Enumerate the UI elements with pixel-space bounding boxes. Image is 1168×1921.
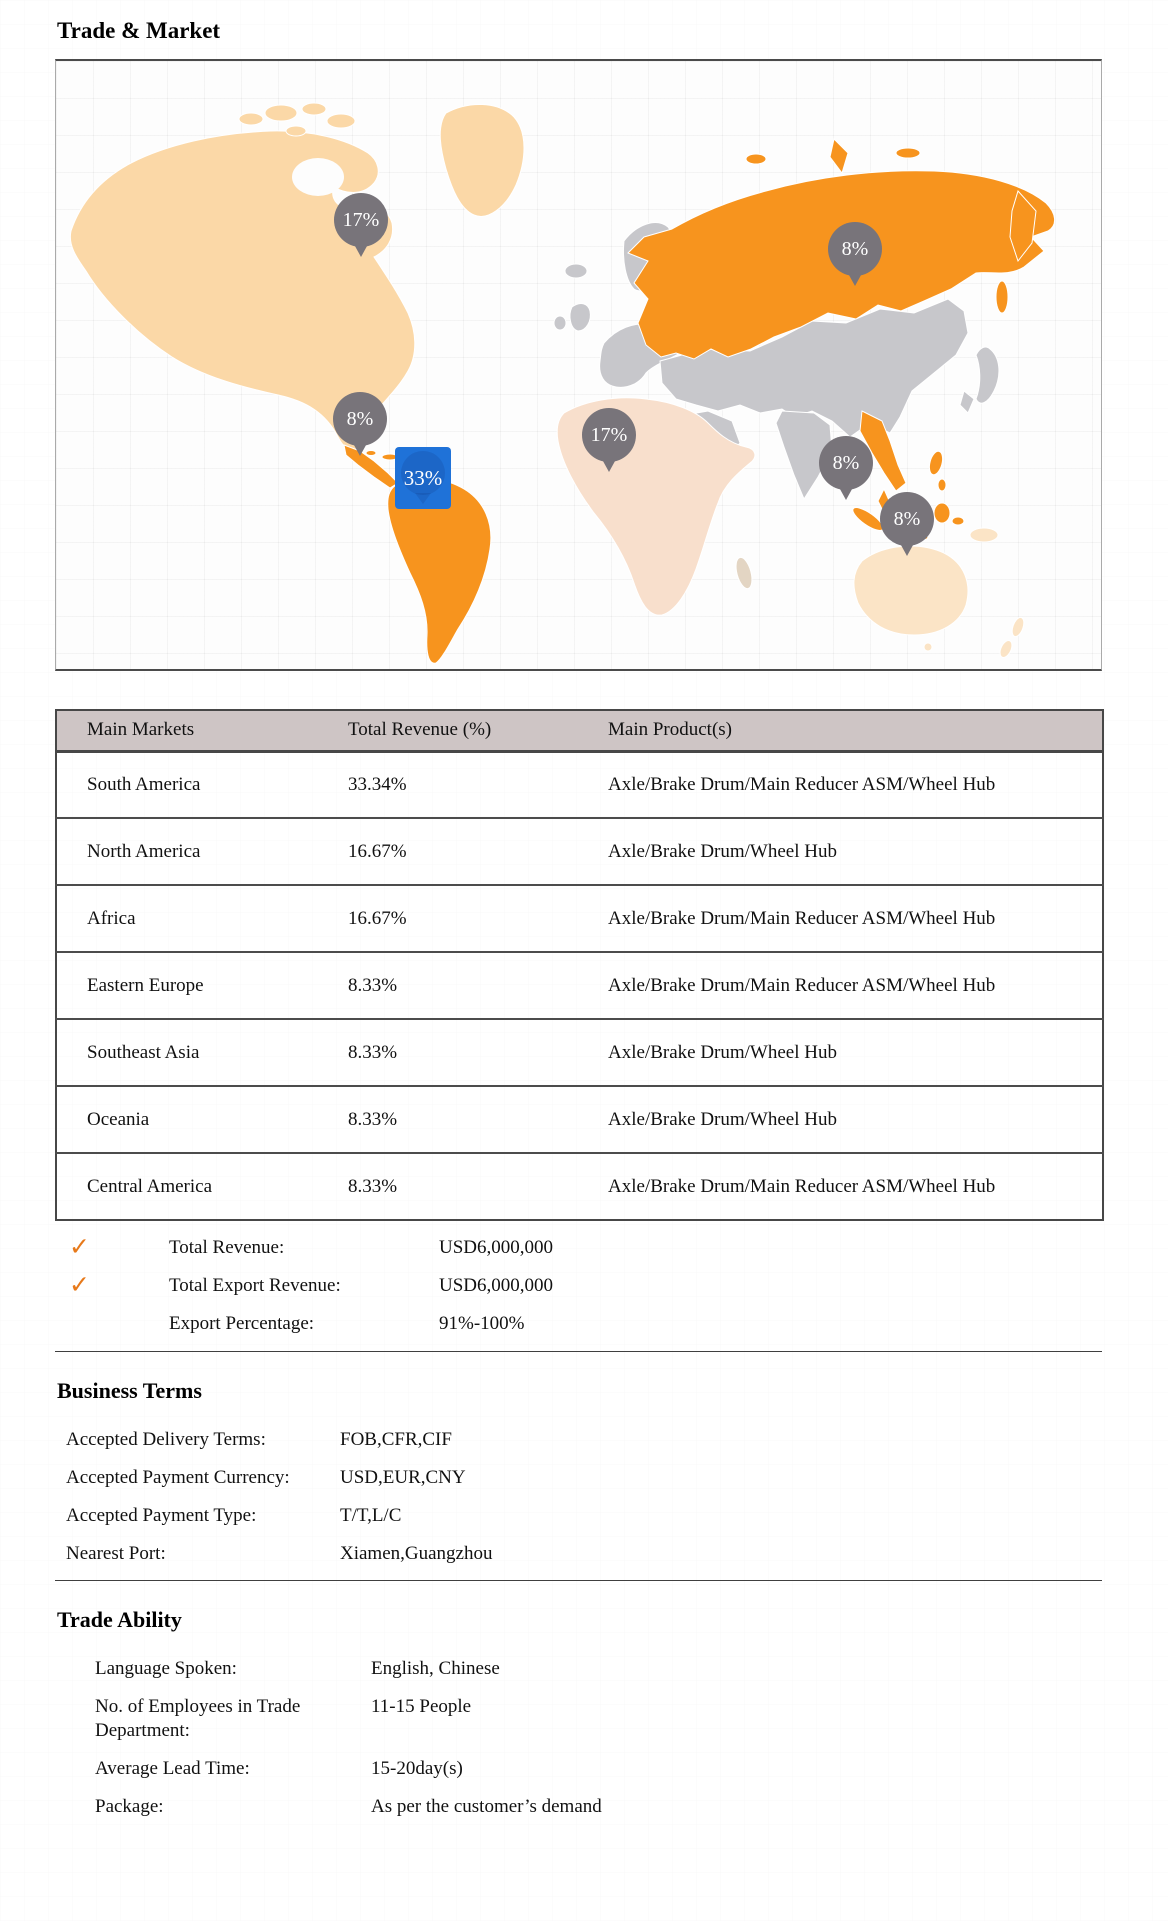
- col-header-main-markets: Main Markets: [56, 710, 347, 753]
- check-icon: ✓: [69, 1231, 90, 1261]
- business-terms-section: Business Terms Accepted Delivery Terms: …: [55, 1378, 1104, 1566]
- products-cell: Axle/Brake Drum/Wheel Hub: [607, 1085, 1103, 1153]
- products-cell: Axle/Brake Drum/Main Reducer ASM/Wheel H…: [607, 884, 1103, 952]
- revenue-cell: 8.33%: [347, 1018, 607, 1086]
- kv-value: FOB,CFR,CIF: [340, 1429, 452, 1450]
- continent-north-america: [69, 102, 525, 455]
- revenue-cell: 8.33%: [347, 1085, 607, 1153]
- kv-row: Accepted Payment Currency: USD,EUR,CNY: [55, 1466, 1104, 1490]
- map-marker-north-america[interactable]: 17%: [334, 193, 388, 247]
- kv-value: English, Chinese: [371, 1658, 500, 1679]
- map-marker-oceania[interactable]: 8%: [880, 492, 934, 546]
- revenue-cell: 8.33%: [347, 951, 607, 1019]
- trade-ability-section: Trade Ability Language Spoken: English, …: [55, 1607, 1104, 1819]
- section-divider: [55, 1580, 1102, 1581]
- table-row: Eastern Europe 8.33% Axle/Brake Drum/Mai…: [56, 951, 1103, 1019]
- products-cell: Axle/Brake Drum/Wheel Hub: [607, 1018, 1103, 1086]
- trade-market-page: Trade & Market: [0, 0, 1168, 1819]
- marker-label: 33%: [403, 465, 443, 490]
- table-row: Africa 16.67% Axle/Brake Drum/Main Reduc…: [56, 884, 1103, 952]
- kv-value: T/T,L/C: [340, 1505, 402, 1526]
- check-icon: ✓: [69, 1269, 90, 1299]
- section-title: Trade Ability: [57, 1607, 182, 1632]
- continent-oceania: [853, 527, 1025, 658]
- kv-row: Accepted Payment Type: T/T,L/C: [55, 1504, 1104, 1528]
- section-divider: [55, 1351, 1102, 1352]
- market-cell: Africa: [56, 884, 347, 952]
- map-marker-southeast-asia[interactable]: 8%: [819, 436, 873, 490]
- products-cell: Axle/Brake Drum/Main Reducer ASM/Wheel H…: [607, 1152, 1103, 1220]
- table-header-row: Main Markets Total Revenue (%) Main Prod…: [56, 710, 1103, 753]
- summary-label: Total Revenue:: [169, 1237, 285, 1258]
- marker-label: 8%: [346, 407, 374, 430]
- revenue-cell: 16.67%: [347, 817, 607, 885]
- table-row: South America 33.34% Axle/Brake Drum/Mai…: [56, 751, 1103, 818]
- kv-row: No. of Employees in Trade Department: 11…: [55, 1695, 1104, 1743]
- kv-label: No. of Employees in Trade Department:: [95, 1696, 301, 1741]
- table-row: Southeast Asia 8.33% Axle/Brake Drum/Whe…: [56, 1018, 1103, 1086]
- market-cell: North America: [56, 817, 347, 885]
- summary-row: ✓ Total Export Revenue: USD6,000,000: [55, 1267, 1102, 1305]
- table-row: Central America 8.33% Axle/Brake Drum/Ma…: [56, 1152, 1103, 1220]
- revenue-cell: 16.67%: [347, 884, 607, 952]
- page-title: Trade & Market: [57, 18, 221, 43]
- kv-label: Nearest Port:: [66, 1543, 166, 1564]
- kv-label: Accepted Payment Type:: [66, 1505, 257, 1526]
- products-cell: Axle/Brake Drum/Wheel Hub: [607, 817, 1103, 885]
- summary-value: USD6,000,000: [439, 1275, 554, 1296]
- market-cell: Southeast Asia: [56, 1018, 347, 1086]
- market-cell: South America: [87, 773, 201, 795]
- revenue-cell: 8.33%: [347, 1152, 607, 1220]
- kv-label: Language Spoken:: [95, 1658, 237, 1679]
- kv-row: Language Spoken: English, Chinese: [55, 1657, 1104, 1681]
- world-market-map: 17% 8% 8% 33% 17% 8% 8%: [55, 59, 1102, 671]
- kv-label: Average Lead Time:: [95, 1758, 250, 1779]
- table-row: North America 16.67% Axle/Brake Drum/Whe…: [56, 817, 1103, 885]
- marker-label: 8%: [832, 451, 860, 474]
- map-marker-eastern-europe[interactable]: 8%: [828, 222, 882, 276]
- summary-label: Export Percentage:: [169, 1313, 315, 1334]
- kv-value: 11-15 People: [371, 1696, 472, 1717]
- kv-label: Accepted Payment Currency:: [66, 1467, 290, 1488]
- products-cell: Axle/Brake Drum/Main Reducer ASM/Wheel H…: [608, 773, 996, 795]
- kv-row: Nearest Port: Xiamen,Guangzhou: [55, 1542, 1104, 1566]
- kv-value: USD,EUR,CNY: [340, 1467, 466, 1488]
- summary-row: Export Percentage: 91%-100%: [55, 1305, 1102, 1343]
- kv-label: Accepted Delivery Terms:: [66, 1429, 266, 1450]
- summary-value: USD6,000,000: [439, 1237, 554, 1258]
- market-cell: Eastern Europe: [56, 951, 347, 1019]
- kv-value: Xiamen,Guangzhou: [340, 1543, 493, 1564]
- col-header-total-revenue: Total Revenue (%): [347, 710, 607, 753]
- map-marker-central-america[interactable]: 8%: [333, 392, 387, 446]
- marker-label: 17%: [342, 208, 380, 231]
- revenue-cell: 33.34%: [348, 773, 407, 795]
- revenue-summary: ✓ Total Revenue: USD6,000,000 ✓ Total Ex…: [55, 1229, 1102, 1343]
- kv-value: As per the customer’s demand: [371, 1796, 602, 1817]
- col-header-main-products: Main Product(s): [607, 710, 1103, 753]
- section-title: Business Terms: [57, 1378, 202, 1403]
- kv-label: Package:: [95, 1796, 164, 1817]
- map-marker-africa[interactable]: 17%: [582, 408, 636, 462]
- marker-label: 8%: [893, 507, 921, 530]
- map-marker-south-america-selected[interactable]: 33%: [395, 447, 451, 509]
- main-markets-table: Main Markets Total Revenue (%) Main Prod…: [55, 709, 1104, 1221]
- kv-row: Accepted Delivery Terms: FOB,CFR,CIF: [55, 1428, 1104, 1452]
- market-cell: Oceania: [56, 1085, 347, 1153]
- world-map-graphic: [69, 102, 1055, 664]
- hudson-bay: [292, 158, 344, 196]
- marker-label: 17%: [590, 423, 628, 446]
- summary-row: ✓ Total Revenue: USD6,000,000: [55, 1229, 1102, 1267]
- marker-label: 8%: [841, 237, 869, 260]
- products-cell: Axle/Brake Drum/Main Reducer ASM/Wheel H…: [607, 951, 1103, 1019]
- kv-value: 15-20day(s): [371, 1758, 463, 1779]
- kv-row: Average Lead Time: 15-20day(s): [55, 1757, 1104, 1781]
- summary-value: 91%-100%: [439, 1313, 525, 1334]
- market-cell: Central America: [56, 1152, 347, 1220]
- kv-row: Package: As per the customer’s demand: [55, 1795, 1104, 1819]
- table-row: Oceania 8.33% Axle/Brake Drum/Wheel Hub: [56, 1085, 1103, 1153]
- summary-label: Total Export Revenue:: [169, 1275, 341, 1296]
